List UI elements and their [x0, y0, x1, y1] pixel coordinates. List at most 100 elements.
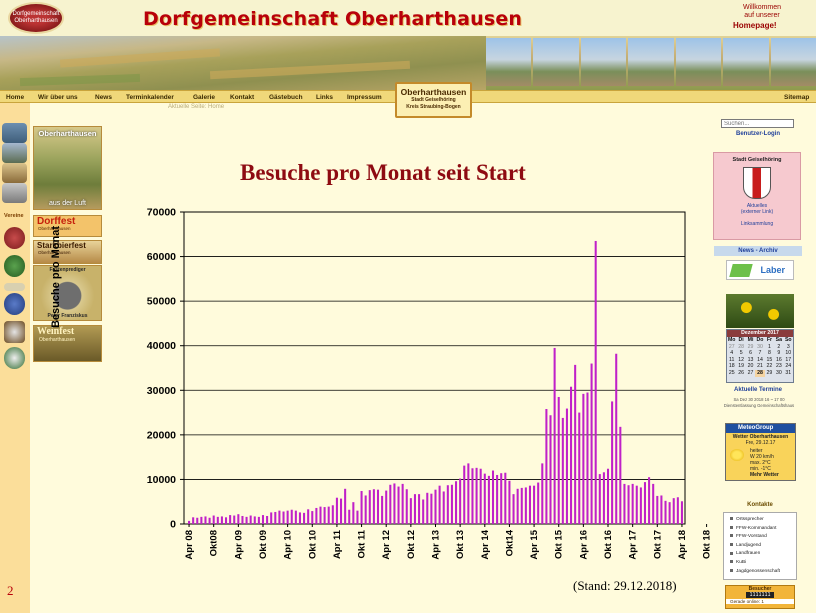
nav-links[interactable]: Links: [316, 94, 333, 101]
contact-item[interactable]: Landfrauen: [730, 550, 793, 559]
calendar-day[interactable]: 22: [766, 363, 773, 370]
nav-galerie[interactable]: Galerie: [193, 94, 216, 101]
calendar-day[interactable]: 27: [747, 369, 754, 376]
club-emblem-icon[interactable]: [4, 293, 25, 315]
weather-more-link[interactable]: Mehr Wetter: [750, 472, 779, 478]
coat-of-arms-icon: [743, 167, 771, 199]
calendar-day[interactable]: 3: [786, 343, 790, 350]
calendar-day[interactable]: 25: [728, 369, 735, 376]
logo-seal[interactable]: Dorfgemeinschaft Oberharthausen: [8, 2, 64, 34]
weather-widget[interactable]: MeteoGroup Wetter Oberharthausen Fre, 29…: [725, 423, 796, 481]
login-link[interactable]: Benutzer-Login: [736, 131, 780, 137]
calendar-day[interactable]: 19: [738, 363, 745, 370]
city-link[interactable]: Aktuelles: [746, 203, 768, 209]
antler-emblem-icon[interactable]: [4, 321, 25, 343]
city-box[interactable]: Stadt Geiselhöring Aktuelles (externer L…: [713, 152, 801, 240]
calendar-day[interactable]: 6: [749, 350, 752, 357]
search-input[interactable]: [721, 119, 794, 128]
starkbierfest-banner[interactable]: Starkbierfest Oberharthausen: [33, 240, 102, 264]
bar: [504, 472, 507, 524]
news-archive-link[interactable]: News - Archiv: [714, 246, 802, 256]
welcome-line: Willkommen: [742, 4, 782, 11]
calendar-day[interactable]: 5: [739, 350, 743, 357]
calendar-day[interactable]: 11: [729, 356, 735, 363]
calendar-day[interactable]: 13: [747, 356, 754, 363]
nav-gaestebuch[interactable]: Gästebuch: [269, 94, 303, 101]
weinfest-banner[interactable]: Weinfest Oberharthausen: [33, 325, 102, 362]
calendar-weekday: Do: [756, 337, 764, 343]
club-emblem-icon[interactable]: [4, 227, 25, 249]
calendar-day[interactable]: 31: [785, 369, 792, 376]
calendar-month-title[interactable]: Dezember 2017: [727, 330, 793, 337]
bar: [537, 482, 540, 524]
calendar-day[interactable]: 17: [785, 356, 792, 363]
bar: [192, 517, 195, 524]
calendar-day[interactable]: 27: [728, 343, 735, 350]
calendar-day[interactable]: 21: [757, 363, 763, 370]
aerial-view-banner[interactable]: Oberharthausen aus der Luft: [33, 126, 102, 210]
car-thumb-icon[interactable]: [2, 163, 27, 183]
contact-item[interactable]: Ortssprecher: [730, 516, 793, 525]
calendar-day[interactable]: 28: [738, 343, 745, 350]
nav-wir-ueber-uns[interactable]: Wir über uns: [38, 94, 78, 101]
church-thumb-icon[interactable]: [2, 143, 27, 163]
contact-item[interactable]: Landjugend: [730, 542, 793, 551]
contact-item[interactable]: FFW-Kommandant: [730, 525, 793, 534]
club-emblem-icon[interactable]: [4, 255, 25, 277]
dorffest-banner[interactable]: Dorffest Oberharthausen: [33, 215, 102, 237]
logo-thumb-icon[interactable]: [2, 183, 27, 203]
calendar-day[interactable]: 14: [757, 356, 763, 363]
nav-terminkalender[interactable]: Terminkalender: [126, 94, 174, 101]
termin-entry[interactable]: Sa Dez 30 2018 16 ~ 17 00 Dienstentlassu…: [707, 397, 811, 409]
city-link-external[interactable]: (externer Link): [740, 209, 774, 215]
welcome-text: Willkommen auf unserer: [728, 4, 796, 20]
contact-item[interactable]: KuBi: [730, 559, 793, 568]
x-tick-label: Okt 11: [357, 529, 368, 558]
link-collection[interactable]: Linksammlung: [740, 221, 774, 227]
header-top-band: [0, 0, 816, 36]
nav-sitemap[interactable]: Sitemap: [784, 94, 810, 101]
left-icon-rail: Vereine: [0, 103, 30, 613]
seal-text: Dorfgemeinschaft Oberharthausen: [12, 11, 60, 24]
calendar-day[interactable]: 10: [785, 350, 792, 357]
laber-logo[interactable]: Laber: [726, 260, 794, 280]
nav-impressum[interactable]: Impressum: [347, 94, 382, 101]
calendar-day[interactable]: 9: [777, 350, 781, 357]
contact-item[interactable]: Jagdgenossenschaft: [730, 568, 793, 577]
x-tick-label: Apr 12: [381, 530, 392, 560]
nav-news[interactable]: News: [95, 94, 112, 101]
calendar-day[interactable]: 26: [738, 369, 745, 376]
calendar-day[interactable]: 18: [728, 363, 735, 370]
x-tick-label: Okt 15: [554, 529, 565, 559]
calendar-day[interactable]: 30: [757, 343, 763, 350]
termine-title[interactable]: Aktuelle Termine: [734, 387, 782, 393]
bar: [364, 495, 367, 524]
contact-item[interactable]: FFW-Vorstand: [730, 533, 793, 542]
calendar-day[interactable]: 16: [775, 356, 782, 363]
calendar-day[interactable]: 30: [775, 369, 782, 376]
club-emblem-icon[interactable]: [4, 347, 25, 369]
calendar-day[interactable]: 8: [767, 350, 771, 357]
fastenprediger-banner[interactable]: Fastenprediger Peter Franziskus: [33, 265, 102, 321]
calendar-day[interactable]: 28: [755, 369, 765, 377]
nav-home[interactable]: Home: [6, 94, 25, 101]
bar: [405, 489, 408, 524]
calendar-day[interactable]: 7: [758, 350, 762, 357]
calendar-day[interactable]: 15: [766, 356, 773, 363]
calendar-day[interactable]: 23: [775, 363, 782, 370]
calendar-day[interactable]: 29: [766, 369, 773, 376]
club-emblem-icon[interactable]: [4, 283, 25, 291]
y-tick-label: 0: [170, 519, 176, 531]
bar: [459, 478, 462, 524]
nav-kontakt[interactable]: Kontakt: [230, 94, 255, 101]
bar: [475, 467, 478, 524]
calendar-day[interactable]: 29: [747, 343, 754, 350]
bar: [467, 463, 470, 524]
calendar-day[interactable]: 4: [730, 350, 734, 357]
calendar-day[interactable]: 2: [777, 343, 781, 350]
calendar-day[interactable]: 1: [767, 343, 771, 350]
calendar-day[interactable]: 12: [738, 356, 745, 363]
photo-thumb-icon[interactable]: [2, 123, 27, 143]
calendar-day[interactable]: 24: [785, 363, 792, 370]
calendar-day[interactable]: 20: [747, 363, 754, 370]
